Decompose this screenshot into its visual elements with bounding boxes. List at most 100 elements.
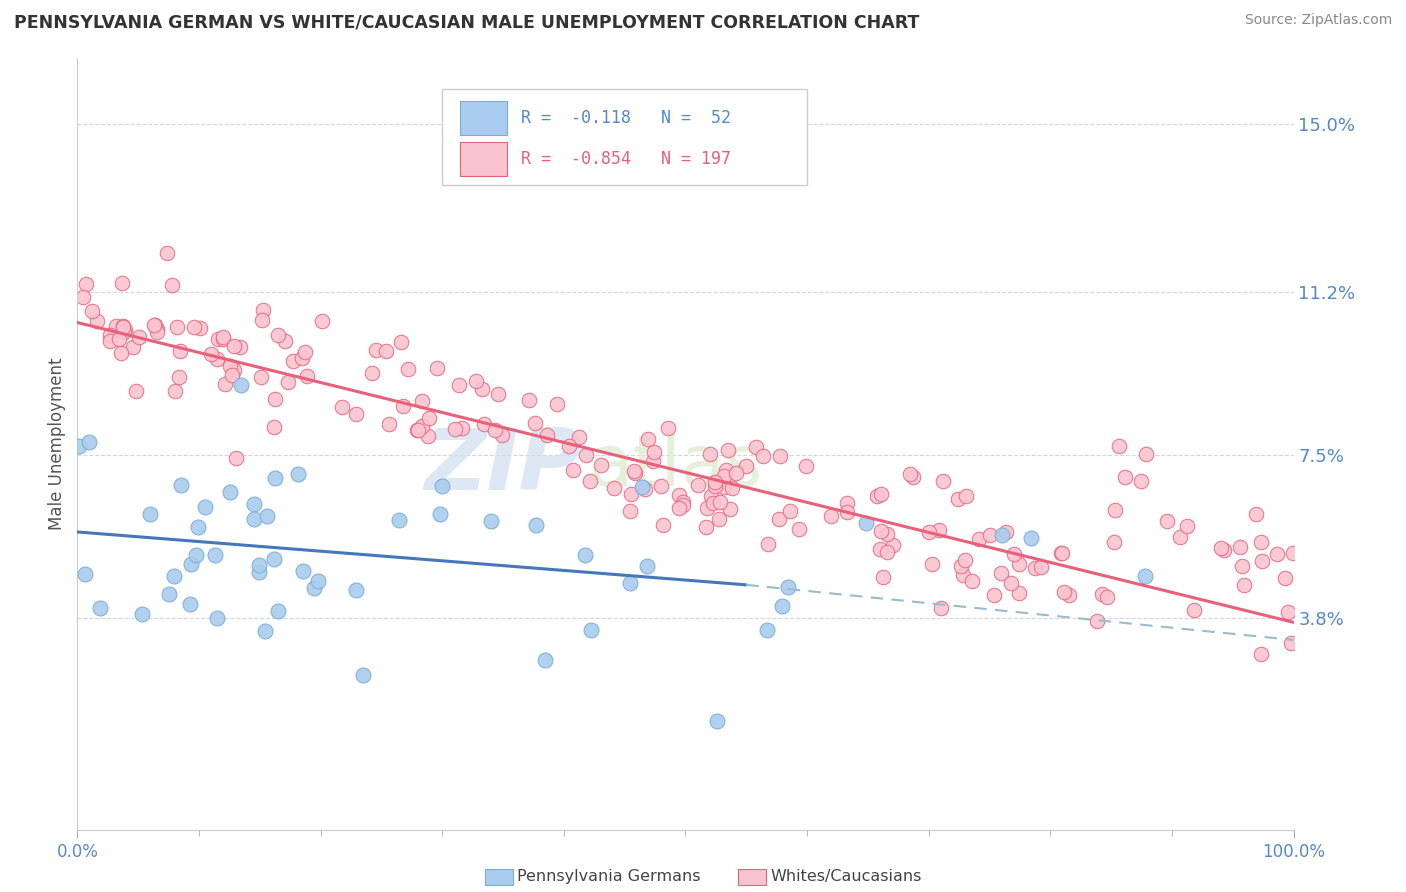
Point: [1230, 558, 1253, 573]
Point: [706, 714, 728, 728]
Point: [1279, 636, 1302, 650]
Point: [724, 467, 747, 481]
Point: [162, 568, 184, 582]
Point: [229, 340, 252, 354]
Point: [1213, 542, 1236, 557]
Point: [378, 417, 401, 431]
Point: [229, 378, 252, 392]
Point: [562, 463, 585, 477]
Point: [1250, 647, 1272, 661]
Point: [1209, 541, 1232, 555]
Point: [855, 516, 877, 531]
Point: [430, 478, 453, 492]
Point: [214, 376, 236, 391]
Point: [575, 448, 598, 462]
Point: [702, 496, 724, 510]
Point: [707, 512, 730, 526]
Point: [263, 419, 285, 434]
Point: [1135, 447, 1157, 461]
Point: [243, 511, 266, 525]
Point: [166, 320, 188, 334]
Point: [264, 471, 287, 485]
Text: PENNSYLVANIA GERMAN VS WHITE/CAUCASIAN MALE UNEMPLOYMENT CORRELATION CHART: PENNSYLVANIA GERMAN VS WHITE/CAUCASIAN M…: [14, 13, 920, 31]
Point: [1008, 557, 1031, 571]
Point: [75, 277, 97, 292]
Point: [479, 514, 502, 528]
Point: [218, 484, 240, 499]
Point: [623, 464, 645, 478]
Point: [953, 553, 976, 567]
Point: [636, 558, 658, 573]
Point: [1229, 540, 1251, 554]
Point: [990, 566, 1012, 581]
Point: [991, 528, 1014, 542]
Point: [1277, 605, 1299, 619]
Point: [718, 501, 741, 516]
Point: [589, 458, 612, 472]
Point: [110, 346, 132, 360]
Point: [360, 366, 382, 380]
Point: [114, 323, 136, 337]
Point: [80, 304, 103, 318]
Point: [472, 417, 495, 432]
Point: [366, 343, 388, 357]
Point: [869, 524, 891, 538]
Point: [263, 552, 285, 566]
Point: [125, 384, 148, 399]
Point: [179, 597, 201, 611]
Point: [619, 576, 641, 591]
Point: [770, 599, 793, 614]
Point: [714, 463, 737, 477]
Point: [932, 474, 955, 488]
Point: [225, 451, 247, 466]
Point: [713, 469, 735, 483]
Point: [297, 369, 319, 384]
Point: [277, 375, 299, 389]
Point: [1250, 535, 1272, 549]
Point: [768, 512, 790, 526]
Point: [779, 504, 801, 518]
Point: [837, 504, 859, 518]
Point: [650, 478, 672, 492]
Point: [713, 480, 735, 494]
Point: [344, 582, 367, 597]
Point: [1108, 439, 1130, 453]
Point: [247, 558, 270, 573]
Point: [252, 303, 274, 318]
Point: [872, 570, 894, 584]
Point: [995, 524, 1018, 539]
Point: [291, 351, 314, 365]
Point: [820, 509, 842, 524]
Point: [1233, 578, 1256, 592]
Point: [471, 382, 494, 396]
Bar: [460, 142, 506, 176]
Point: [157, 587, 180, 601]
Point: [979, 528, 1001, 542]
Point: [696, 501, 718, 516]
Point: [411, 394, 433, 409]
Point: [484, 424, 506, 438]
Point: [523, 416, 546, 430]
Point: [411, 418, 433, 433]
Point: [699, 447, 721, 461]
Point: [449, 377, 471, 392]
Point: [374, 343, 396, 358]
Point: [1114, 470, 1136, 484]
Point: [536, 427, 558, 442]
Point: [207, 332, 229, 346]
Point: [162, 277, 184, 292]
Point: [769, 450, 792, 464]
Point: [634, 482, 657, 496]
Y-axis label: Male Unemployment: Male Unemployment: [48, 358, 66, 530]
Point: [211, 332, 233, 346]
Point: [734, 458, 756, 473]
Point: [243, 497, 266, 511]
Point: [1168, 530, 1191, 544]
Point: [756, 624, 779, 638]
Point: [643, 454, 665, 468]
Point: [668, 488, 690, 502]
Point: [188, 321, 211, 335]
Point: [657, 421, 679, 435]
Point: [330, 400, 353, 414]
Point: [451, 421, 474, 435]
